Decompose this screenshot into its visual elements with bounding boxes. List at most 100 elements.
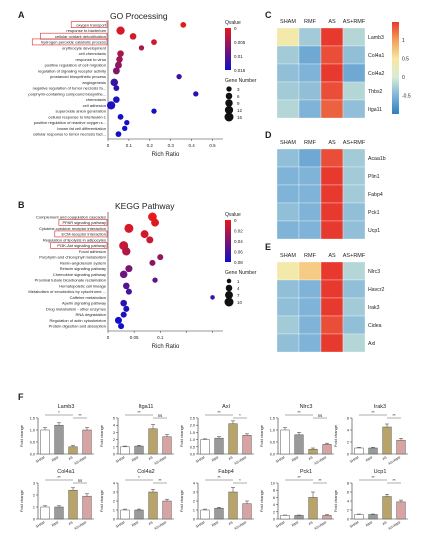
bar — [214, 437, 224, 455]
heatmap-cell — [276, 220, 300, 240]
heatmap-cell — [320, 166, 344, 186]
data-point — [122, 247, 131, 256]
heatmap-col-label: RMF — [304, 140, 317, 146]
subplot-y-tick-label: 4 — [347, 429, 349, 433]
bar-category-label: RMF — [51, 520, 59, 527]
subplot-y-tick-label: 0 — [113, 518, 115, 522]
bar-category-label: RMF — [365, 520, 373, 527]
heatmap-cell — [342, 27, 366, 47]
subplot-y-tick-label: 2 — [33, 494, 35, 498]
subplot-y-label: Fold change — [259, 424, 264, 447]
size-legend-label: 7 — [237, 293, 240, 298]
term-label: positive regulation of reactive oxygen s… — [34, 120, 106, 125]
subplot-y-label: Fold change — [179, 424, 184, 447]
highlight-box — [54, 230, 108, 238]
panel-a-title: GO Processing — [110, 11, 168, 21]
gene-number-title-B: Gene Number — [225, 270, 257, 276]
subplot-y-label: Fold change — [99, 489, 104, 512]
qvalue-tick-B: 0.08 — [234, 260, 243, 265]
bar — [322, 515, 332, 520]
subplot-y-tick-label: 3 — [193, 491, 195, 495]
subplot-y-tick-label: 4 — [193, 482, 195, 486]
bar — [134, 509, 144, 520]
highlight-box — [31, 38, 108, 46]
heatmap-colorbar-tick: 0.5 — [402, 57, 409, 63]
x-tick-label-B: 0.1 — [157, 335, 164, 340]
data-point — [122, 125, 128, 132]
bar — [294, 434, 304, 455]
heatmap-row-label: Irak3 — [368, 305, 380, 311]
term-label: angiogenesis — [82, 80, 106, 85]
bar-category-label: AS — [308, 520, 315, 526]
size-legend-label: 12 — [237, 108, 243, 113]
subplot-y-tick-label: 0.5 — [190, 445, 195, 449]
subplot-y-tick-label: 0.0 — [190, 453, 195, 457]
subplot-y-tick-label: 2.5 — [190, 417, 195, 421]
data-point — [151, 39, 157, 46]
data-point — [124, 119, 130, 126]
bar — [200, 509, 210, 520]
heatmap-cell — [276, 279, 300, 299]
data-point — [116, 56, 123, 63]
term-label: oxygen transport — [76, 22, 107, 27]
term-label: cellular oxidant detoxification — [55, 34, 106, 39]
bar — [368, 514, 378, 520]
heatmap-cell — [342, 202, 366, 222]
bar-category-label: AS+RMF — [73, 455, 87, 465]
subplot-y-tick-label: 1.5 — [270, 417, 275, 421]
subplot-y-tick-label: 2 — [347, 509, 349, 513]
term-label: ECM-receptor interaction — [62, 232, 106, 237]
bar — [120, 509, 130, 520]
subplot-y-tick-label: 6 — [273, 496, 275, 500]
heatmap-cell — [276, 315, 300, 335]
subplot-y-tick-label: 2 — [113, 438, 115, 442]
bar-category-label: RMF — [291, 455, 299, 462]
term-label: Drug metabolism - other enzymes — [46, 306, 106, 311]
subplot-y-tick-label: 0.5 — [270, 441, 275, 445]
heatmap-col-label: AS+RMF — [343, 19, 366, 25]
qvalue-tick-A: 0 — [234, 26, 237, 31]
subplot-y-label: Fold change — [19, 489, 24, 512]
subplot-y-tick-label: 0.0 — [270, 453, 275, 457]
sig-label: ns — [318, 413, 322, 418]
subplot-title: Ucp1 — [374, 469, 387, 475]
qvalue-tick-B: 0 — [234, 218, 237, 223]
size-legend-label: 10 — [237, 300, 243, 305]
heatmap-cell — [320, 81, 344, 101]
highlight-box — [58, 219, 108, 226]
heatmap-cell — [320, 261, 344, 281]
bar — [40, 506, 50, 520]
subplot-y-tick-label: 0 — [113, 453, 115, 457]
bar — [68, 489, 78, 520]
subplot-y-tick-label: 10 — [271, 482, 275, 486]
data-point — [146, 236, 154, 244]
heatmap-cell — [342, 333, 366, 353]
qvalue-tick-A: 0.01 — [234, 54, 243, 59]
subplot-y-label: Fold change — [99, 424, 104, 447]
sig-label: * — [239, 478, 241, 483]
data-point — [180, 21, 187, 28]
data-point — [152, 277, 158, 283]
heatmap-cell — [276, 333, 300, 353]
heatmap-cell — [298, 279, 322, 299]
bar-category-label: RMF — [131, 455, 139, 462]
bar-category-label: AS+RMF — [387, 455, 401, 465]
qvalue-tick-B: 0.02 — [234, 228, 243, 233]
term-label: Apelin signaling pathway — [62, 301, 106, 306]
data-point — [116, 26, 125, 35]
term-label: PPAR signaling pathway — [62, 220, 106, 225]
subplot-y-tick-label: 0 — [193, 518, 195, 522]
term-label: Regulation of lipolysis in adipocytes — [43, 237, 106, 242]
heatmap-col-label: RMF — [304, 19, 317, 25]
heatmap-cell — [342, 99, 366, 119]
sig-label: * — [138, 475, 140, 480]
data-point — [123, 305, 130, 312]
bar — [214, 507, 224, 520]
sig-label: ** — [137, 410, 141, 415]
bar — [134, 445, 144, 455]
subplot-y-label: Fold change — [179, 489, 184, 512]
heatmap-cell — [298, 63, 322, 83]
x-tick-label-B: 0.05 — [130, 335, 139, 340]
heatmap-row-label: Thbs2 — [368, 89, 383, 95]
heatmap-cell — [320, 148, 344, 168]
